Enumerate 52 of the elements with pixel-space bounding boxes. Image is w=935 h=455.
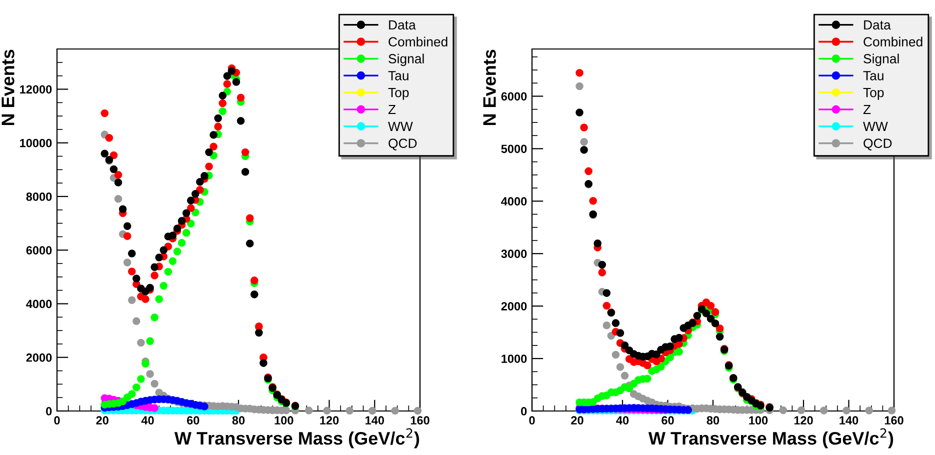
x-tick-label: 0: [54, 416, 60, 425]
x-tick-label: 120: [794, 416, 813, 425]
legend-label: Combined: [388, 36, 448, 46]
x-tick-label: 120: [320, 416, 339, 425]
y-axis-title: N Events: [483, 50, 496, 126]
legend-label: Z: [863, 104, 871, 114]
legend-label: Signal: [864, 54, 899, 66]
y-tick-label: 2000: [26, 353, 52, 362]
y-tick-label: 6000: [26, 246, 52, 255]
legend-label: QCD: [388, 138, 417, 150]
y-tick-label: 8000: [26, 192, 52, 201]
x-tick-label: 80: [706, 416, 720, 425]
y-axis-title: N Events: [2, 50, 14, 126]
y-tick-label: 0: [521, 407, 527, 416]
legend-label: WW: [388, 122, 413, 131]
x-tick-label: 160: [884, 416, 904, 425]
y-tick-label: 5000: [501, 144, 527, 154]
x-tick-label: 20: [96, 416, 108, 425]
x-tick-label: 0: [529, 416, 535, 425]
x-tick-label: 160: [410, 416, 430, 425]
y-tick-label: 2000: [501, 302, 527, 310]
x-tick-label: 20: [571, 416, 584, 425]
y-tick-label: 4000: [501, 197, 527, 206]
legend-label: Tau: [388, 71, 408, 80]
legend-label: QCD: [864, 138, 892, 150]
y-tick-label: 6000: [501, 92, 527, 101]
y-tick-label: 1000: [502, 354, 527, 363]
legend-label: Tau: [863, 71, 884, 80]
x-axis-title: W Transverse Mass (GeV/c$^{2}$): [174, 428, 420, 448]
legend-label: Combined: [864, 36, 922, 46]
x-tick-label: 60: [662, 416, 674, 425]
legend-label: Signal: [388, 54, 424, 66]
legend-label: WW: [863, 122, 888, 131]
y-tick-label: 4000: [26, 300, 52, 308]
x-tick-label: 100: [274, 416, 294, 425]
x-tick-label: 140: [840, 416, 858, 425]
legend-label: Z: [388, 104, 396, 114]
legend-label: Top: [388, 88, 409, 100]
legend-label: Data: [864, 20, 891, 30]
y-tick-label: 10000: [20, 138, 52, 148]
x-tick-label: 80: [232, 416, 245, 425]
x-tick-label: 40: [141, 416, 154, 425]
legend-label: Data: [389, 20, 416, 30]
y-tick-label: 0: [46, 407, 52, 416]
x-axis-title: W Transverse Mass (GeV/c$^{2}$): [648, 428, 894, 448]
y-tick-label: 12000: [20, 85, 52, 94]
x-tick-label: 40: [616, 416, 629, 425]
legend-label: Top: [863, 88, 884, 100]
x-tick-label: 140: [366, 416, 384, 425]
x-tick-label: 100: [749, 416, 768, 425]
y-tick-label: 3000: [501, 250, 527, 258]
x-tick-label: 60: [186, 416, 200, 425]
